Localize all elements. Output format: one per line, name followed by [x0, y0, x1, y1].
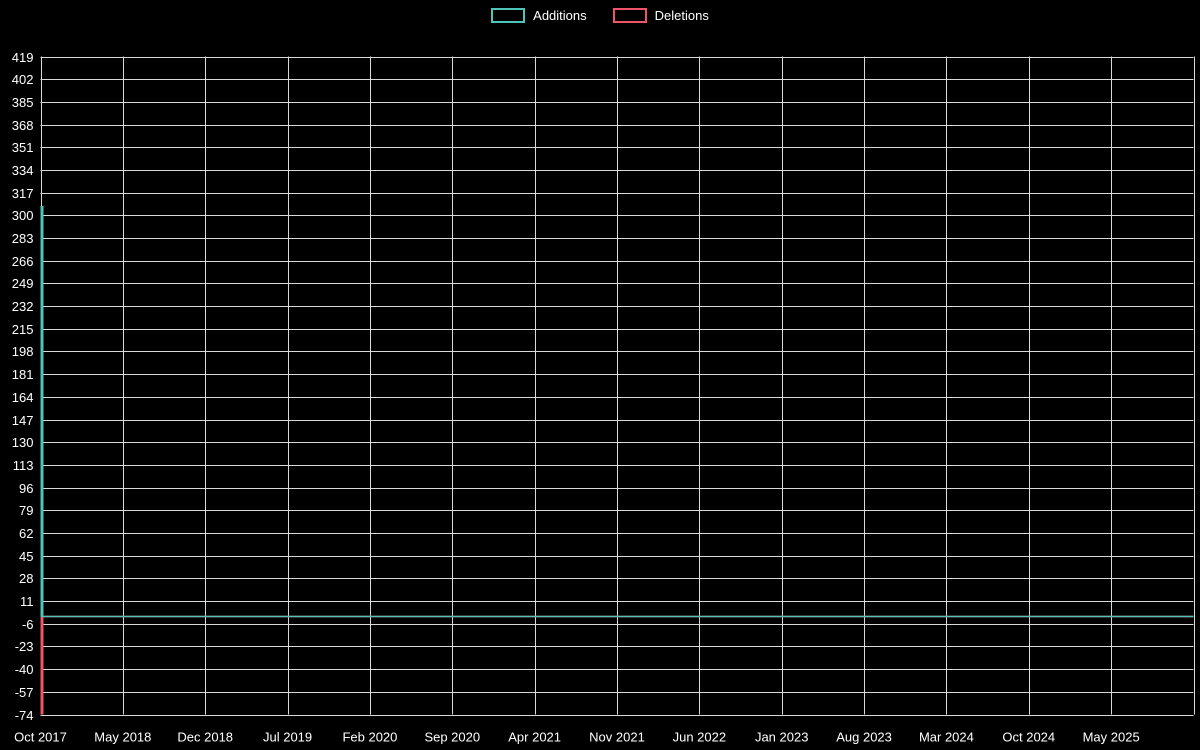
y-axis-tick-label: 385: [12, 95, 34, 110]
x-axis-tick-label: May 2025: [1083, 730, 1140, 745]
additions-legend-label: Additions: [533, 8, 587, 23]
y-axis-tick-label: 79: [19, 503, 33, 518]
x-axis-tick-label: Oct 2017: [14, 730, 67, 745]
legend-item-deletions[interactable]: Deletions: [612, 8, 709, 23]
y-axis-tick-label: 368: [12, 118, 34, 133]
y-axis-tick-label: 283: [12, 231, 34, 246]
legend-item-additions[interactable]: Additions: [491, 8, 587, 23]
x-axis-tick-label: Oct 2024: [1002, 730, 1055, 745]
x-axis-tick-label: Nov 2021: [589, 730, 645, 745]
y-axis-tick-label: 11: [20, 594, 34, 609]
y-axis-tick-label: 249: [12, 276, 34, 291]
y-axis-tick-label: 334: [12, 163, 34, 178]
y-axis-tick-label: 215: [12, 322, 34, 337]
y-axis-tick-label: 198: [12, 344, 34, 359]
y-axis-tick-label: 45: [19, 549, 33, 564]
y-axis-tick-label: 266: [12, 254, 34, 269]
y-axis-tick-label: 351: [12, 140, 34, 155]
y-axis-tick-label: 419: [12, 50, 34, 65]
y-axis-tick-label: -40: [15, 662, 34, 677]
additions-legend-swatch-icon: [491, 8, 526, 23]
x-axis-tick-label: Mar 2024: [919, 730, 974, 745]
y-axis-tick-label: 96: [19, 481, 33, 496]
y-axis-tick-label: 62: [19, 526, 33, 541]
y-axis-tick-label: -6: [22, 617, 34, 632]
y-axis-tick-label: 402: [12, 72, 34, 87]
x-axis-tick-label: Jul 2019: [263, 730, 312, 745]
x-axis-tick-label: May 2018: [94, 730, 151, 745]
y-axis-tick-label: -23: [15, 639, 34, 654]
y-axis-tick-label: 113: [13, 458, 34, 473]
y-axis-tick-label: 300: [12, 208, 34, 223]
chart-legend: Additions Deletions: [0, 8, 1200, 23]
deletions-legend-swatch-icon: [612, 8, 647, 23]
x-axis-tick-label: Sep 2020: [424, 730, 480, 745]
y-axis-tick-label: 130: [12, 435, 34, 450]
y-axis-tick-label: 164: [12, 390, 34, 405]
y-axis-tick-label: 181: [12, 367, 34, 382]
x-axis-tick-label: Jun 2022: [673, 730, 727, 745]
x-axis-tick-label: Dec 2018: [177, 730, 233, 745]
y-axis-tick-label: 317: [12, 186, 34, 201]
x-axis-tick-label: Apr 2021: [508, 730, 561, 745]
x-axis-tick-label: Jan 2023: [755, 730, 809, 745]
y-axis-tick-label: -74: [15, 708, 34, 723]
y-axis-tick-label: 232: [12, 299, 34, 314]
y-axis-tick-label: -57: [15, 685, 34, 700]
y-axis-tick-label: 28: [19, 571, 33, 586]
x-axis-tick-label: Feb 2020: [342, 730, 397, 745]
deletions-legend-label: Deletions: [654, 8, 709, 23]
y-axis-tick-label: 147: [12, 413, 34, 428]
x-axis-tick-label: Aug 2023: [836, 730, 892, 745]
